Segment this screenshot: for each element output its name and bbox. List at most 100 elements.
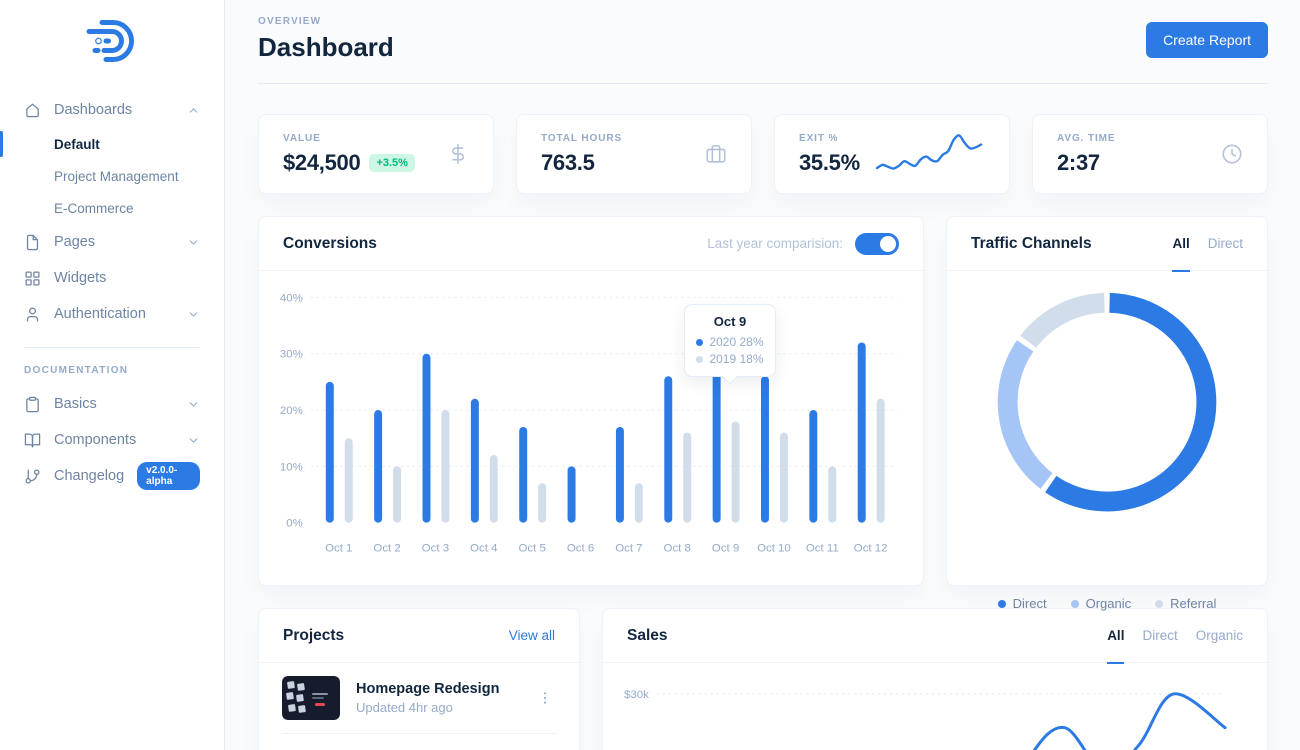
sales-tab-all[interactable]: All (1107, 609, 1125, 664)
donut-slice-referral (1020, 292, 1105, 348)
conversions-bar-chart[interactable]: 0% 10% 20% 30% 40% Oct 1 Oct 2 Oct 3 Oct 4 Oct 5 O… (259, 271, 923, 586)
sidebar-item-project-management[interactable]: Project Management (54, 168, 179, 184)
bar-2020-oct-3 (422, 353, 431, 523)
project-thumbnail (282, 676, 340, 720)
stat-value: 35.5% (799, 149, 860, 175)
briefcase-icon (706, 144, 726, 163)
traffic-tab-direct[interactable]: Direct (1207, 236, 1243, 251)
project-menu-button[interactable] (533, 686, 557, 710)
sidebar-item-dashboards[interactable]: Dashboards (0, 92, 224, 128)
bar-2020-oct-2 (374, 410, 383, 523)
page-header: OVERVIEW Dashboard Create Report (258, 0, 1268, 84)
sales-line-chart[interactable]: $30k (603, 663, 1267, 750)
bar-2020-oct-11 (809, 410, 818, 523)
sidebar-item-label: Changelog (54, 468, 125, 484)
grid-icon (25, 270, 40, 286)
donut-slice-direct (1045, 292, 1217, 512)
x-axis-tick: Oct 5 (518, 543, 545, 555)
legend-item-organic: Organic (1070, 596, 1131, 611)
chevron-up-icon (189, 107, 198, 113)
sidebar-item-label: Pages (54, 234, 96, 250)
chevron-down-icon (189, 437, 198, 443)
y-axis-tick: 40% (280, 292, 303, 304)
clipboard-icon (26, 396, 39, 412)
bar-2019-oct-7 (634, 483, 643, 523)
x-axis-tick: Oct 11 (806, 543, 839, 555)
sidebar-item-changelog[interactable]: Changelog v2.0.0-alpha (0, 458, 224, 494)
x-axis-tick: Oct 9 (712, 543, 739, 555)
project-title: Homepage Redesign (356, 681, 500, 697)
book-open-icon (24, 432, 41, 448)
bar-2020-oct-4 (470, 398, 479, 523)
sidebar-item-e-commerce[interactable]: E-Commerce (54, 200, 134, 216)
tooltip-row: 2019 18% (691, 351, 769, 368)
x-axis-tick: Oct 10 (757, 543, 791, 555)
x-axis-tick: Oct 8 (664, 543, 691, 555)
bar-2020-oct-6 (567, 466, 576, 523)
bar-2019-oct-12 (876, 398, 885, 523)
x-axis-tick: Oct 1 (325, 543, 352, 555)
sidebar-item-authentication[interactable]: Authentication (0, 296, 224, 332)
legend-item-referral: Referral (1155, 596, 1216, 611)
sidebar-item-label: Dashboards (54, 102, 133, 118)
sales-tab-direct[interactable]: Direct (1142, 628, 1178, 643)
sidebar-item-default[interactable]: Default (0, 128, 224, 160)
stat-card-exit: EXIT % 35.5% (774, 114, 1010, 194)
stats-row: VALUE $24,500 +3.5% TOTAL HOURS 763.5 EXIT % 3… (258, 114, 1268, 194)
bar-2020-oct-12 (857, 342, 866, 523)
traffic-donut-chart[interactable] (947, 271, 1267, 586)
bar-2019-oct-8 (683, 432, 692, 523)
sidebar-item-pages[interactable]: Pages (0, 224, 224, 260)
series-2019-dot (696, 356, 704, 363)
bar-2019-oct-1 (344, 438, 353, 523)
x-axis-tick: Oct 12 (854, 543, 888, 555)
sidebar-item-basics[interactable]: Basics (0, 386, 224, 422)
stat-label: AVG. TIME (1057, 132, 1116, 144)
tooltip-title: Oct 9 (713, 314, 747, 329)
main-content: OVERVIEW Dashboard Create Report VALUE $2… (225, 0, 1300, 750)
git-branch-icon (25, 468, 40, 484)
sales-y-label: $30k (624, 689, 649, 701)
sidebar-item-label: Components (54, 432, 137, 448)
bar-2020-oct-9 (712, 364, 721, 523)
bar-2019-oct-9 (731, 421, 740, 523)
user-icon (26, 306, 39, 322)
conversions-card: Conversions Last year comparision: 0% 10%… (258, 216, 924, 586)
create-report-button[interactable]: Create Report (1146, 21, 1268, 58)
y-axis-tick: 10% (280, 461, 303, 473)
x-axis-tick: Oct 6 (567, 543, 594, 555)
bar-2020-oct-7 (615, 426, 624, 523)
file-icon (26, 234, 39, 250)
comparison-toggle[interactable] (855, 232, 899, 255)
sidebar: Dashboards Default Project Management E-Com… (0, 0, 225, 750)
stat-value: $24,500 (283, 149, 361, 175)
series-2020-dot (696, 339, 704, 346)
bar-2019-oct-10 (779, 432, 788, 523)
chart-tooltip: Oct 9 2020 28% 2019 18% (684, 304, 776, 377)
traffic-tab-all[interactable]: All (1172, 217, 1191, 272)
chevron-down-icon (189, 311, 198, 317)
sales-card-title: Sales (627, 626, 668, 644)
sidebar-item-label: Basics (54, 396, 97, 412)
sidebar-section-heading: DOCUMENTATION (24, 365, 129, 376)
bar-2019-oct-5 (538, 483, 547, 523)
project-list-item[interactable]: Homepage Redesign Updated 4hr ago (282, 663, 557, 734)
stat-label: VALUE (283, 132, 321, 144)
sidebar-item-label: Widgets (54, 270, 107, 286)
view-all-link[interactable]: View all (508, 628, 555, 643)
sidebar-item-widgets[interactable]: Widgets (0, 260, 224, 296)
sidebar-nav: Dashboards Default Project Management E-Com… (0, 92, 224, 494)
sidebar-item-label: Authentication (54, 306, 146, 322)
sidebar-item-components[interactable]: Components (0, 422, 224, 458)
stat-card-total-hours: TOTAL HOURS 763.5 (516, 114, 752, 194)
sales-tab-organic[interactable]: Organic (1195, 628, 1243, 643)
stat-value: 2:37 (1057, 149, 1100, 175)
conversions-card-title: Conversions (283, 234, 377, 252)
stat-card-avg-time: AVG. TIME 2:37 (1032, 114, 1268, 194)
chevron-down-icon (189, 401, 198, 407)
dashkit-logo[interactable] (85, 18, 139, 64)
page-title: Dashboard (258, 32, 394, 62)
more-vertical-icon (543, 692, 547, 704)
clock-icon (1222, 144, 1242, 164)
bar-2020-oct-5 (519, 426, 528, 523)
